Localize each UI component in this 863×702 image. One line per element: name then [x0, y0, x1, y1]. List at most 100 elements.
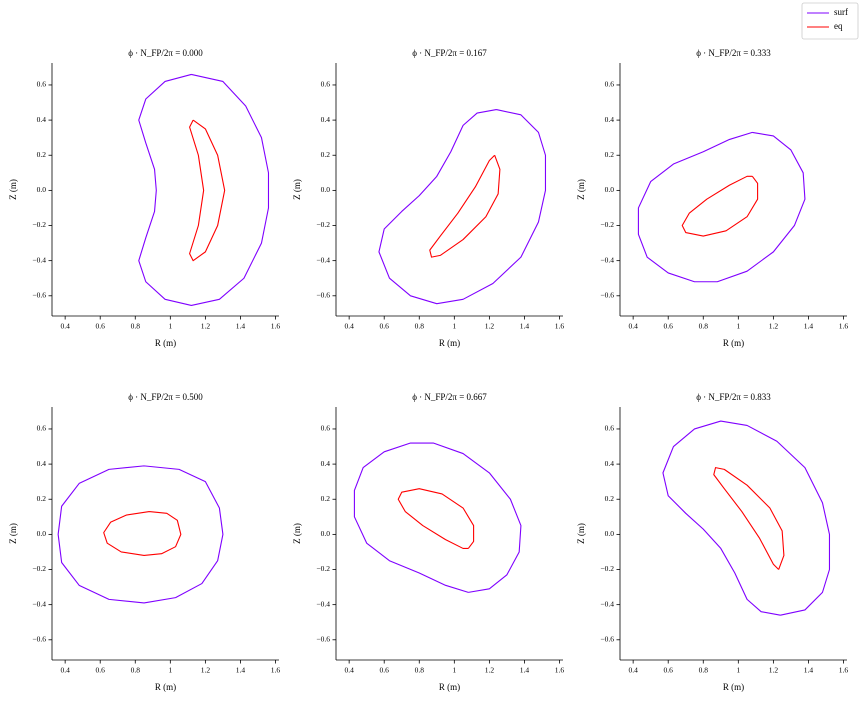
subplot-title: ϕ · N_FP/2π = 0.000 [128, 48, 203, 58]
x-tick-label: 1 [736, 666, 740, 675]
y-tick-label: −0.6 [32, 635, 46, 644]
x-tick-label: 0.8 [131, 322, 141, 331]
x-tick-label: 0.6 [96, 322, 106, 331]
x-tick-label: 0.6 [380, 666, 390, 675]
x-tick-label: 0.6 [664, 666, 674, 675]
y-tick-label: −0.4 [600, 599, 614, 608]
x-tick-label: 1 [452, 322, 456, 331]
subplot-title: ϕ · N_FP/2π = 0.500 [128, 392, 203, 402]
curve [378, 109, 547, 305]
x-tick-label: 1 [452, 666, 456, 675]
y-tick-label: −0.4 [32, 255, 46, 264]
curve [713, 467, 785, 570]
x-tick-label: 1.2 [201, 322, 211, 331]
y-tick-label: −0.4 [600, 255, 614, 264]
y-tick-label: 0.2 [321, 494, 331, 503]
legend: surf eq [801, 2, 859, 40]
y-tick-label: −0.4 [316, 599, 330, 608]
y-tick-label: 0.0 [37, 185, 47, 194]
y-tick-label: −0.2 [600, 564, 614, 573]
x-tick-label: 0.6 [96, 666, 106, 675]
curve [681, 175, 759, 237]
curve [103, 510, 182, 557]
y-axis-label: Z (m) [576, 523, 586, 544]
x-axis-label: R (m) [155, 682, 176, 692]
x-tick-label: 1.6 [271, 322, 281, 331]
curve [429, 154, 501, 258]
x-tick-label: 0.8 [415, 322, 425, 331]
curve [57, 465, 224, 604]
legend-label: surf [834, 7, 848, 17]
x-tick-label: 1.4 [236, 322, 246, 331]
x-tick-label: 0.4 [60, 666, 70, 675]
curve [353, 442, 522, 593]
y-tick-label: −0.6 [316, 291, 330, 300]
legend-label: eq [834, 21, 843, 31]
x-axis-label: R (m) [439, 682, 460, 692]
subplot: 0.4 0.6 0.8 1 1.2 1.4 1.6 −0.6 −0.4 −0.2 0.0 0.2 0.4… [576, 48, 848, 348]
x-tick-label: 1.4 [804, 322, 814, 331]
subplot: 0.4 0.6 0.8 1 1.2 1.4 1.6 −0.6 −0.4 −0.2 0.0 0.2 0.4… [8, 392, 280, 692]
y-tick-label: −0.2 [316, 220, 330, 229]
x-tick-label: 1.6 [555, 666, 565, 675]
y-tick-label: −0.6 [600, 635, 614, 644]
y-tick-label: −0.2 [32, 564, 46, 573]
y-tick-label: 0.4 [605, 459, 615, 468]
y-tick-label: 0.2 [605, 150, 615, 159]
y-tick-label: −0.6 [316, 635, 330, 644]
x-axis-label: R (m) [723, 682, 744, 692]
x-tick-label: 1.4 [520, 322, 530, 331]
y-axis-label: Z (m) [8, 179, 18, 200]
subplot: 0.4 0.6 0.8 1 1.2 1.4 1.6 −0.6 −0.4 −0.2 0.0 0.2 0.4… [8, 48, 280, 348]
curve [662, 420, 831, 616]
y-tick-label: −0.2 [32, 220, 46, 229]
y-tick-label: 0.0 [321, 185, 331, 194]
x-tick-label: 1.4 [804, 666, 814, 675]
y-tick-label: 0.6 [605, 424, 615, 433]
curve [397, 488, 475, 549]
x-tick-label: 1.4 [520, 666, 530, 675]
x-tick-label: 1.6 [839, 322, 849, 331]
y-tick-label: 0.6 [321, 424, 331, 433]
subplot: 0.4 0.6 0.8 1 1.2 1.4 1.6 −0.6 −0.4 −0.2 0.0 0.2 0.4… [292, 48, 564, 348]
y-tick-label: −0.4 [316, 255, 330, 264]
x-tick-label: 1 [168, 666, 172, 675]
y-tick-label: 0.6 [605, 80, 615, 89]
x-tick-label: 0.4 [60, 322, 70, 331]
x-tick-label: 0.8 [699, 666, 709, 675]
y-tick-label: 0.4 [321, 115, 331, 124]
x-tick-label: 1.2 [201, 666, 211, 675]
y-axis-label: Z (m) [292, 179, 302, 200]
y-tick-label: 0.4 [321, 459, 331, 468]
y-tick-label: 0.4 [37, 115, 47, 124]
y-tick-label: 0.0 [605, 185, 615, 194]
x-tick-label: 1.4 [236, 666, 246, 675]
x-axis-label: R (m) [439, 338, 460, 348]
x-tick-label: 1.2 [769, 322, 779, 331]
x-tick-label: 1.6 [555, 322, 565, 331]
x-axis-label: R (m) [155, 338, 176, 348]
x-tick-label: 1.2 [485, 322, 495, 331]
y-axis-label: Z (m) [8, 523, 18, 544]
x-tick-label: 1.6 [271, 666, 281, 675]
x-tick-label: 0.4 [344, 322, 354, 331]
x-tick-label: 0.4 [628, 666, 638, 675]
x-tick-label: 1.6 [839, 666, 849, 675]
y-tick-label: 0.6 [321, 80, 331, 89]
y-tick-label: −0.2 [316, 564, 330, 573]
x-tick-label: 0.4 [628, 322, 638, 331]
x-tick-label: 1 [168, 322, 172, 331]
y-tick-label: 0.0 [605, 529, 615, 538]
subplot: 0.4 0.6 0.8 1 1.2 1.4 1.6 −0.6 −0.4 −0.2 0.0 0.2 0.4… [576, 392, 848, 692]
y-tick-label: 0.2 [605, 494, 615, 503]
x-axis-label: R (m) [723, 338, 744, 348]
y-tick-label: 0.2 [321, 150, 331, 159]
subplot-title: ϕ · N_FP/2π = 0.333 [696, 48, 771, 58]
x-tick-label: 1 [736, 322, 740, 331]
curve [637, 131, 806, 283]
y-tick-label: −0.4 [32, 599, 46, 608]
y-tick-label: 0.4 [605, 115, 615, 124]
subplot-title: ϕ · N_FP/2π = 0.667 [412, 392, 487, 402]
x-tick-label: 0.8 [699, 322, 709, 331]
